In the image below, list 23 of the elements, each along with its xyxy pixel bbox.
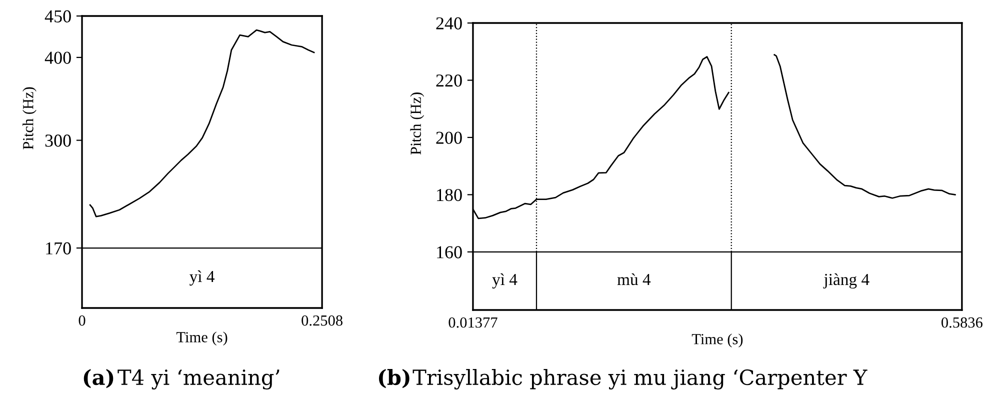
y-tick-label: 240	[436, 17, 462, 30]
y-tick-label: 300	[45, 134, 71, 147]
y-tick-label: 160	[437, 246, 462, 258]
y-tick-label: 220	[436, 74, 462, 87]
x-tick-label: 0.01377	[448, 317, 498, 328]
x-axis-title: Time (s)	[692, 334, 743, 348]
x-tick-label: 0	[78, 315, 86, 326]
x-tick-label: 0.2508	[302, 315, 342, 326]
y-axis-title: Pitch (Hz)	[22, 87, 36, 150]
text: (b) Trisyllabic phrase yi mu jiang ‘Carpenter Y	[378, 369, 868, 390]
annotation: yì 4	[492, 273, 518, 289]
y-tick-label: 170	[46, 242, 71, 254]
annotation: jiàng 4	[823, 273, 870, 289]
y-tick-label: 180	[437, 188, 462, 202]
y-tick-label: 400	[44, 52, 71, 64]
y-tick-label: 200	[436, 132, 462, 144]
annotation: mù 4	[617, 273, 651, 286]
x-axis-title: Time (s)	[176, 332, 228, 346]
y-tick-label: 450	[44, 10, 71, 22]
text: (a) T4 yi ‘meaning’	[84, 369, 280, 390]
y-axis-title: Pitch (Hz)	[410, 92, 424, 155]
annotation: yì 4	[190, 270, 215, 286]
x-tick-label: 0.5836	[942, 317, 982, 328]
